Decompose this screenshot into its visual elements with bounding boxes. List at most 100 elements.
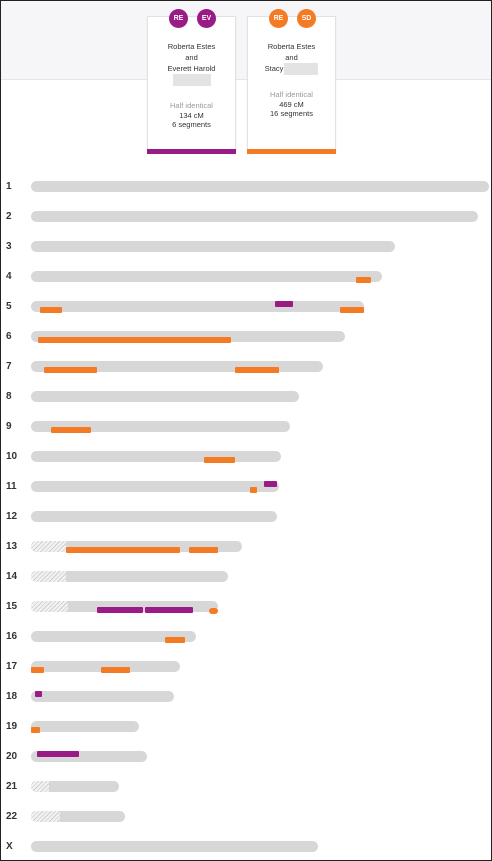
person-name: Stacy	[264, 64, 284, 73]
unmapped-region	[31, 571, 66, 582]
segment-stacy[interactable]	[44, 367, 97, 373]
match-stats: Half identical 469 cM 16 segments	[248, 90, 335, 119]
chromosome-bar[interactable]	[31, 211, 478, 222]
segment-stacy[interactable]	[31, 667, 44, 673]
person-name: Everett Harold	[167, 64, 216, 73]
match-names: Roberta Estes and Everett Harold	[148, 41, 235, 87]
chromosome-bar[interactable]	[31, 691, 174, 702]
chromosome-bar[interactable]	[31, 541, 242, 552]
chromosome-bar[interactable]	[31, 571, 228, 582]
match-stats: Half identical 134 cM 6 segments	[148, 101, 235, 130]
segment-everett[interactable]	[264, 481, 277, 487]
chromosome-bar[interactable]	[31, 631, 196, 642]
avatar: RE	[169, 9, 188, 28]
redacted-surname	[172, 74, 211, 87]
segment-stacy[interactable]	[38, 337, 231, 343]
relationship-label: Half identical	[270, 90, 313, 99]
segment-everett[interactable]	[97, 607, 143, 613]
chromosome-label: 13	[6, 541, 18, 552]
segment-stacy[interactable]	[40, 307, 62, 313]
segment-stacy[interactable]	[204, 457, 235, 463]
connector-text: and	[285, 53, 298, 62]
person-name: Roberta Estes	[167, 42, 216, 51]
segment-stacy[interactable]	[101, 667, 130, 673]
chromosome-bar[interactable]	[31, 421, 290, 432]
chromosome-label: 7	[6, 361, 12, 372]
chromosome-label: 6	[6, 331, 12, 342]
segment-stacy[interactable]	[51, 427, 91, 433]
avatar: SD	[297, 9, 316, 28]
chromosome-bar[interactable]	[31, 451, 281, 462]
chromosome-label: 18	[6, 691, 18, 702]
segment-stacy[interactable]	[209, 608, 218, 614]
unmapped-region	[31, 601, 68, 612]
chromosome-bar[interactable]	[31, 511, 277, 522]
unmapped-region	[31, 811, 60, 822]
chromosome-label: 19	[6, 721, 18, 732]
header-band	[1, 1, 491, 80]
chromosome-label: 10	[6, 451, 18, 462]
chromosome-label: 8	[6, 391, 12, 402]
redacted-surname	[284, 63, 319, 76]
chromosome-label: 11	[6, 481, 17, 492]
chromosome-bar[interactable]	[31, 751, 147, 762]
chromosome-bar[interactable]	[31, 811, 125, 822]
segment-stacy[interactable]	[235, 367, 279, 373]
segment-stacy[interactable]	[31, 727, 40, 733]
avatar-pair: RE SD	[248, 9, 335, 39]
segment-everett[interactable]	[35, 691, 42, 697]
chromosome-bar[interactable]	[31, 841, 318, 852]
segment-everett[interactable]	[145, 607, 193, 613]
chromosome-label: 17	[6, 661, 18, 672]
chromosome-label: 4	[6, 271, 12, 282]
shared-cm: 134 cM	[179, 110, 204, 120]
relationship-label: Half identical	[170, 101, 213, 110]
match-color-bar	[247, 149, 336, 154]
avatar-pair: RE EV	[148, 9, 235, 39]
chromosome-bar[interactable]	[31, 391, 299, 402]
match-card-stacy[interactable]: RE SD Roberta Estes and Stacy Half ident…	[247, 9, 336, 154]
chromosome-label: 21	[6, 781, 18, 792]
chromosome-label: 1	[6, 181, 12, 192]
chromosome-bar[interactable]	[31, 181, 489, 192]
segment-stacy[interactable]	[250, 487, 257, 493]
chromosome-label: 22	[6, 811, 18, 822]
connector-text: and	[185, 53, 198, 62]
avatar: RE	[269, 9, 288, 28]
chromosome-label: 3	[6, 241, 12, 252]
match-names: Roberta Estes and Stacy	[248, 41, 335, 76]
chromosome-label: 12	[6, 511, 18, 522]
segment-stacy[interactable]	[340, 307, 364, 313]
chromosome-bar[interactable]	[31, 301, 364, 312]
chromosome-label: 15	[6, 601, 18, 612]
chromosome-label: 5	[6, 301, 12, 312]
chromosome-bar[interactable]	[31, 721, 139, 732]
segment-stacy[interactable]	[356, 277, 371, 283]
chromosome-bar[interactable]	[31, 601, 218, 612]
match-card-everett[interactable]: RE EV Roberta Estes and Everett Harold H…	[147, 9, 236, 154]
chromosome-bar[interactable]	[31, 271, 382, 282]
chromosome-bar[interactable]	[31, 781, 119, 792]
segment-stacy[interactable]	[165, 637, 185, 643]
segment-stacy[interactable]	[66, 547, 180, 553]
unmapped-region	[31, 541, 66, 552]
chromosome-label: 20	[6, 751, 18, 762]
chromosome-bar[interactable]	[31, 241, 395, 252]
segment-everett[interactable]	[37, 751, 79, 757]
segment-everett[interactable]	[275, 301, 293, 307]
chromosome-bar[interactable]	[31, 331, 345, 342]
chromosome-label: 16	[6, 631, 18, 642]
shared-cm: 469 cM	[279, 99, 304, 109]
chromosome-bar[interactable]	[31, 481, 279, 492]
chromosome-bar[interactable]	[31, 661, 180, 672]
person-name: Roberta Estes	[267, 42, 316, 51]
segment-count: 16 segments	[270, 109, 313, 118]
chromosome-label: X	[6, 841, 13, 852]
segment-stacy[interactable]	[189, 547, 218, 553]
chromosome-label: 2	[6, 211, 12, 222]
avatar: EV	[197, 9, 216, 28]
segment-count: 6 segments	[172, 120, 211, 129]
chromosome-label: 14	[6, 571, 18, 582]
chromosome-bar[interactable]	[31, 361, 323, 372]
chromosome-label: 9	[6, 421, 12, 432]
